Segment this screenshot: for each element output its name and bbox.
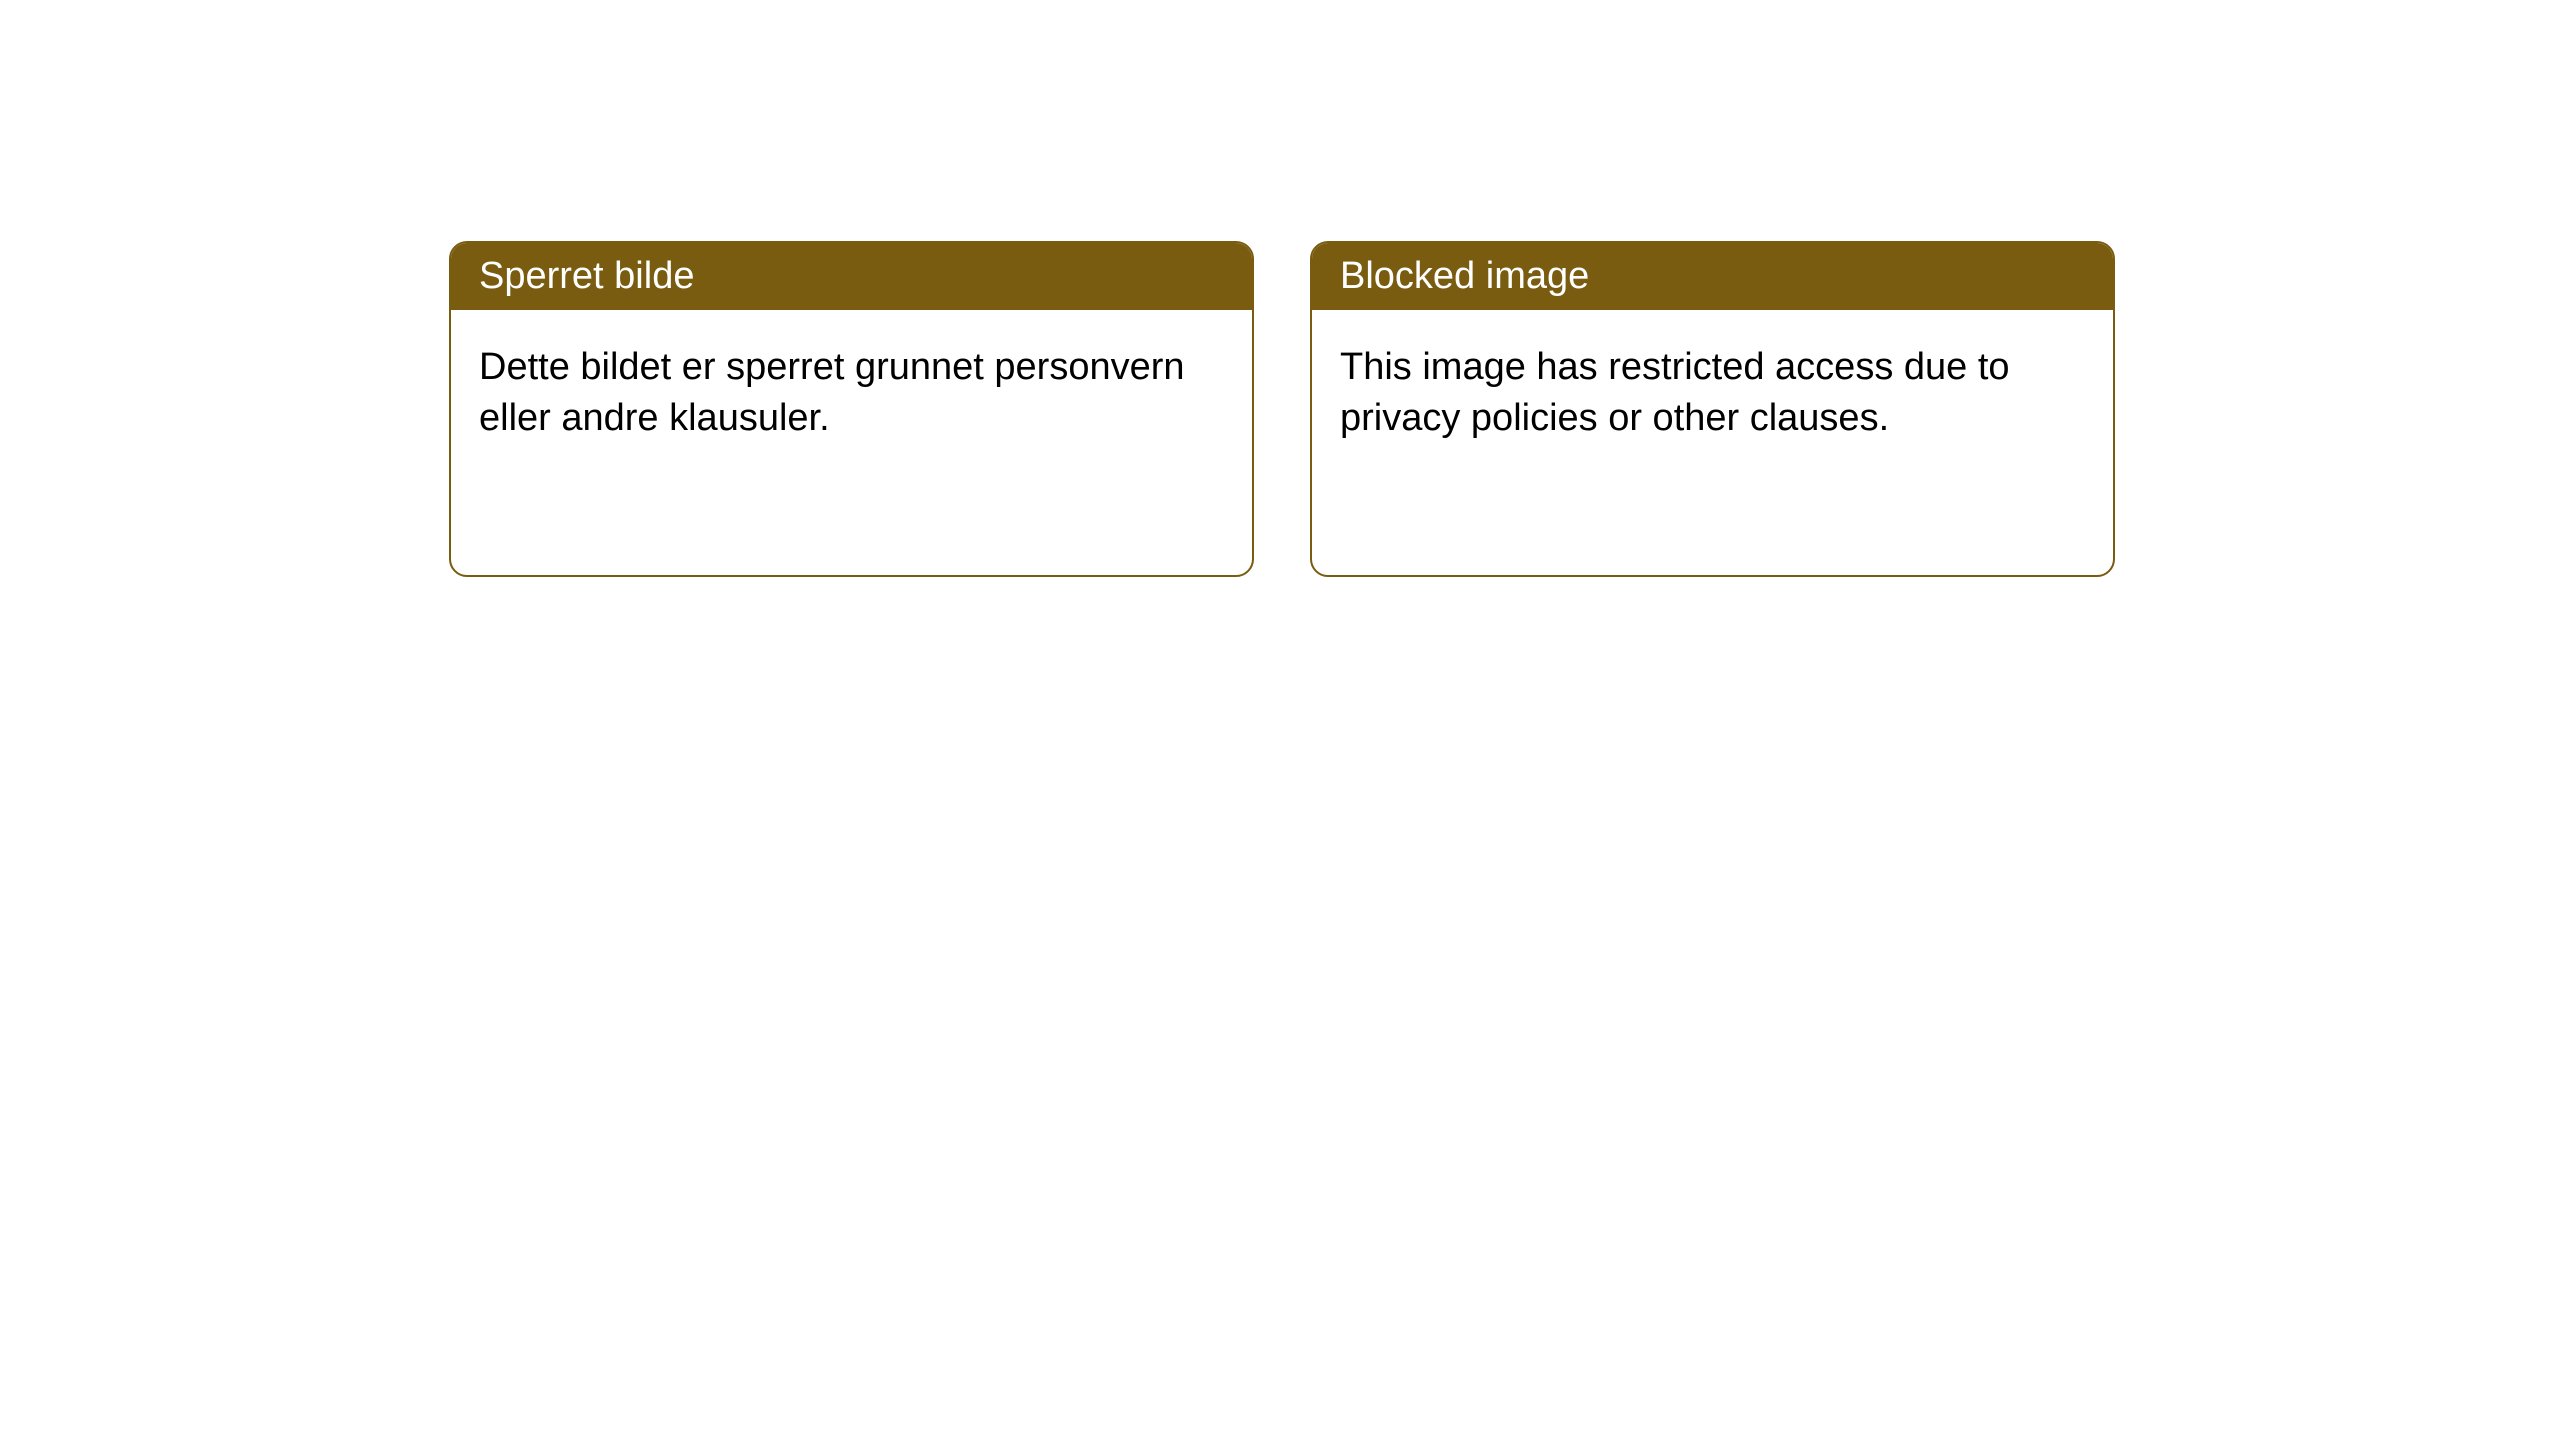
card-body-text: This image has restricted access due to … — [1340, 346, 2010, 439]
card-header: Blocked image — [1312, 243, 2113, 310]
card-title: Sperret bilde — [479, 255, 694, 297]
notice-card-norwegian: Sperret bilde Dette bildet er sperret gr… — [449, 241, 1254, 577]
card-header: Sperret bilde — [451, 243, 1252, 310]
card-body-text: Dette bildet er sperret grunnet personve… — [479, 346, 1185, 439]
card-title: Blocked image — [1340, 255, 1589, 297]
notice-card-english: Blocked image This image has restricted … — [1310, 241, 2115, 577]
card-body: Dette bildet er sperret grunnet personve… — [451, 310, 1252, 477]
card-body: This image has restricted access due to … — [1312, 310, 2113, 477]
notice-cards-container: Sperret bilde Dette bildet er sperret gr… — [449, 241, 2115, 577]
